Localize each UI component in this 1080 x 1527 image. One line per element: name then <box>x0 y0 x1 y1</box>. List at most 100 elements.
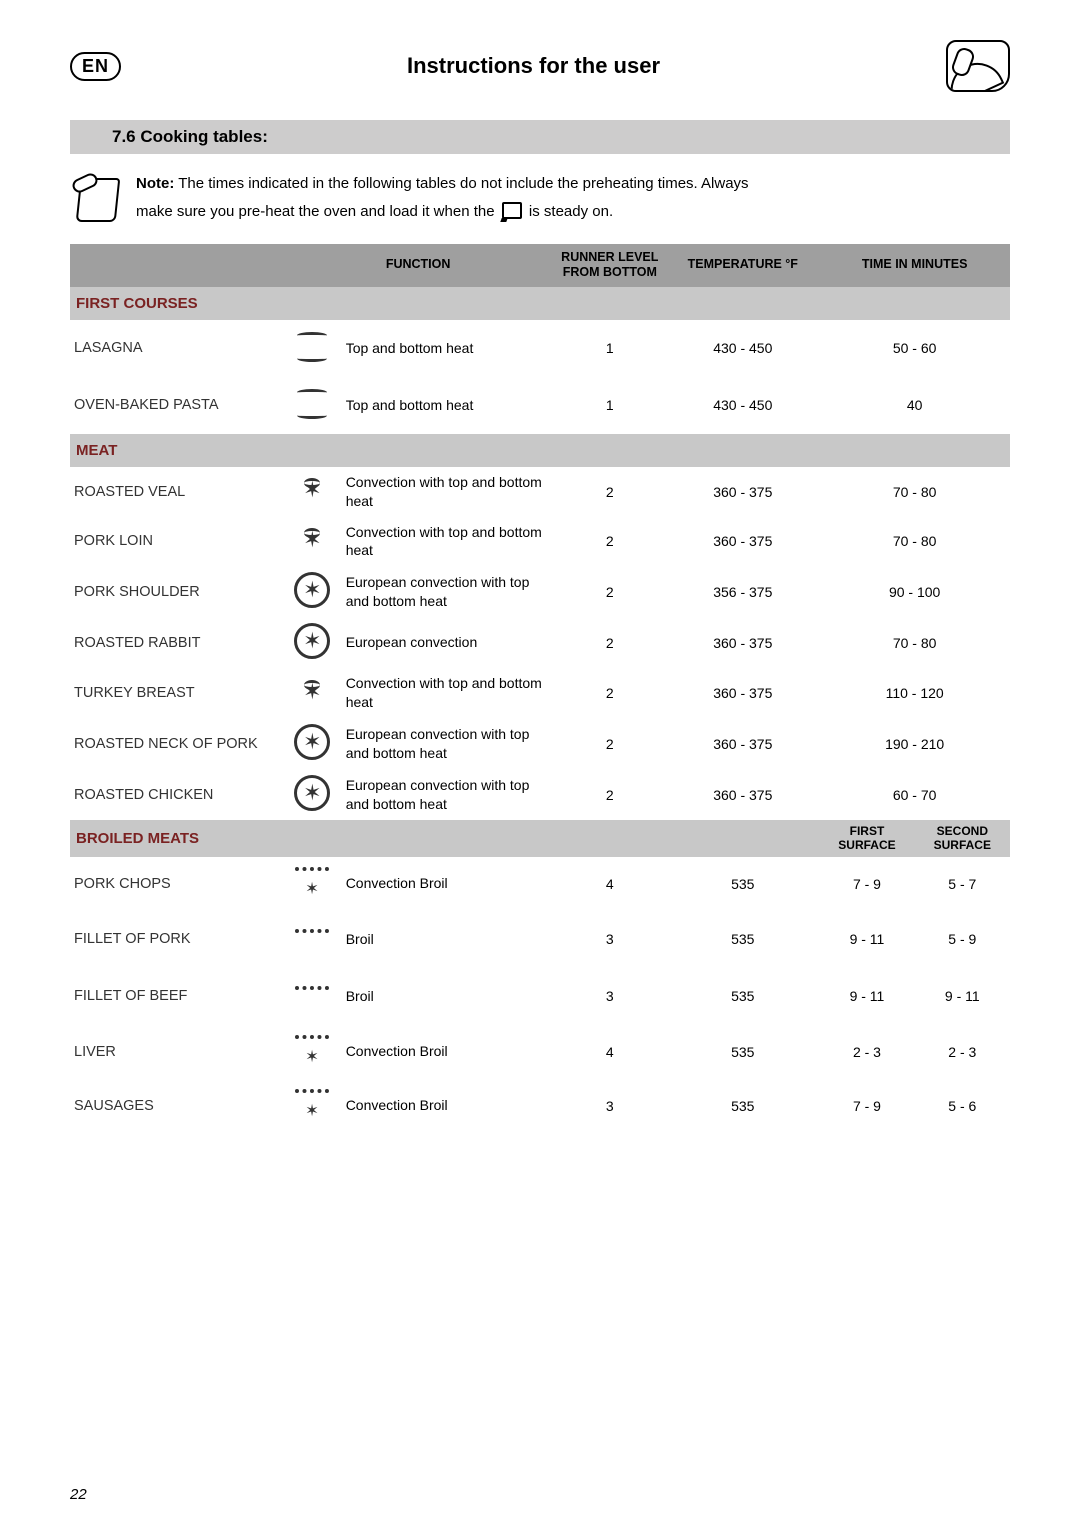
cell-level: 3 <box>553 968 666 1025</box>
row-porkshoulder: PORK SHOULDER European convection with t… <box>70 566 1010 617</box>
cell-icon <box>283 1025 342 1079</box>
cell-label: FILLET OF PORK <box>70 911 283 968</box>
cell-func: Convection Broil <box>342 857 554 911</box>
cell-level: 4 <box>553 857 666 911</box>
cell-icon <box>283 968 342 1025</box>
cell-icon <box>283 1079 342 1133</box>
group-first-courses: FIRST COURSES <box>70 287 1010 320</box>
cell-func: Broil <box>342 968 554 1025</box>
cell-icon <box>283 467 342 517</box>
cell-label: ROASTED VEAL <box>70 467 283 517</box>
euro-convection-ring-icon <box>294 724 330 760</box>
row-rabbit: ROASTED RABBIT European convection 2 360… <box>70 617 1010 668</box>
cell-temp: 360 - 375 <box>666 517 819 567</box>
cell-func: European convection with top and bottom … <box>342 718 554 769</box>
note-line1: The times indicated in the following tab… <box>174 175 748 192</box>
cell-t1: 7 - 9 <box>819 1079 914 1133</box>
cell-func: European convection <box>342 617 554 668</box>
row-turkey: TURKEY BREAST Convection with top and bo… <box>70 668 1010 718</box>
cell-t2: 5 - 7 <box>915 857 1010 911</box>
cell-time: 50 - 60 <box>819 320 1010 377</box>
note-block: Note: The times indicated in the followi… <box>70 170 1010 226</box>
cell-time: 110 - 120 <box>819 668 1010 718</box>
group-broiled: BROILED MEATS FIRST SURFACE SECOND SURFA… <box>70 820 1010 857</box>
cell-icon <box>283 617 342 668</box>
oven-door-icon <box>502 202 522 219</box>
row-chicken: ROASTED CHICKEN European convection with… <box>70 769 1010 820</box>
th-function: FUNCTION <box>283 244 553 287</box>
cell-temp: 356 - 375 <box>666 566 819 617</box>
row-pasta: OVEN-BAKED PASTA Top and bottom heat 1 4… <box>70 377 1010 434</box>
cell-temp: 535 <box>666 968 819 1025</box>
th-second-surface: SECOND SURFACE <box>915 820 1010 857</box>
cell-label: TURKEY BREAST <box>70 668 283 718</box>
cell-level: 1 <box>553 377 666 434</box>
page-header: EN Instructions for the user <box>70 40 1010 92</box>
cell-label: PORK CHOPS <box>70 857 283 911</box>
top-bottom-icon <box>291 383 333 425</box>
row-liver: LIVER Convection Broil 4 535 2 - 3 2 - 3 <box>70 1025 1010 1079</box>
cell-level: 3 <box>553 1079 666 1133</box>
cell-icon <box>283 769 342 820</box>
group-meat-label: MEAT <box>70 434 283 467</box>
convection-broil-icon <box>291 1031 333 1073</box>
cell-func: Top and bottom heat <box>342 320 554 377</box>
cell-temp: 535 <box>666 857 819 911</box>
cell-func: Top and bottom heat <box>342 377 554 434</box>
row-veal: ROASTED VEAL Convection with top and bot… <box>70 467 1010 517</box>
cell-t2: 5 - 6 <box>915 1079 1010 1133</box>
cell-time: 70 - 80 <box>819 517 1010 567</box>
cell-label: ROASTED RABBIT <box>70 617 283 668</box>
cell-level: 2 <box>553 668 666 718</box>
group-meat: MEAT <box>70 434 1010 467</box>
convection-broil-icon <box>291 1085 333 1127</box>
th-temp: TEMPERATURE °F <box>666 244 819 287</box>
broil-icon <box>291 974 333 1016</box>
cell-func: Convection with top and bottom heat <box>342 467 554 517</box>
page-number: 22 <box>70 1486 87 1503</box>
cell-time: 70 - 80 <box>819 617 1010 668</box>
cell-time: 70 - 80 <box>819 467 1010 517</box>
cell-func: Convection Broil <box>342 1025 554 1079</box>
cell-level: 2 <box>553 718 666 769</box>
row-lasagna: LASAGNA Top and bottom heat 1 430 - 450 … <box>70 320 1010 377</box>
cell-label: SAUSAGES <box>70 1079 283 1133</box>
cell-level: 2 <box>553 769 666 820</box>
cooking-table: FUNCTION RUNNER LEVEL FROM BOTTOM TEMPER… <box>70 244 1010 1133</box>
hand-icon <box>946 40 1010 92</box>
table-head: FUNCTION RUNNER LEVEL FROM BOTTOM TEMPER… <box>70 244 1010 287</box>
convection-top-bottom-icon <box>298 476 326 504</box>
cell-temp: 535 <box>666 1079 819 1133</box>
cell-level: 2 <box>553 617 666 668</box>
cell-label: FILLET OF BEEF <box>70 968 283 1025</box>
th-blank <box>70 244 283 287</box>
note-label: Note: <box>136 175 174 192</box>
group-first-courses-label: FIRST COURSES <box>70 287 283 320</box>
cell-func: Convection with top and bottom heat <box>342 517 554 567</box>
euro-convection-ring-icon <box>294 572 330 608</box>
cell-func: Convection Broil <box>342 1079 554 1133</box>
cell-level: 2 <box>553 467 666 517</box>
cell-t2: 5 - 9 <box>915 911 1010 968</box>
row-porkloin: PORK LOIN Convection with top and bottom… <box>70 517 1010 567</box>
section-title-bar: 7.6 Cooking tables: <box>70 120 1010 154</box>
cell-label: PORK SHOULDER <box>70 566 283 617</box>
page: EN Instructions for the user 7.6 Cooking… <box>0 0 1080 1527</box>
cell-time: 90 - 100 <box>819 566 1010 617</box>
cell-level: 1 <box>553 320 666 377</box>
note-icon <box>70 170 122 222</box>
th-level: RUNNER LEVEL FROM BOTTOM <box>553 244 666 287</box>
convection-top-bottom-icon <box>298 678 326 706</box>
row-neckpork: ROASTED NECK OF PORK European convection… <box>70 718 1010 769</box>
cell-icon <box>283 517 342 567</box>
cell-t1: 9 - 11 <box>819 911 914 968</box>
cell-icon <box>283 718 342 769</box>
cell-temp: 360 - 375 <box>666 718 819 769</box>
row-sausages: SAUSAGES Convection Broil 3 535 7 - 9 5 … <box>70 1079 1010 1133</box>
page-title: Instructions for the user <box>121 53 946 79</box>
lang-badge: EN <box>70 52 121 81</box>
note-line2b: is steady on. <box>529 203 613 220</box>
cell-t1: 7 - 9 <box>819 857 914 911</box>
cell-icon <box>283 857 342 911</box>
cell-temp: 430 - 450 <box>666 320 819 377</box>
